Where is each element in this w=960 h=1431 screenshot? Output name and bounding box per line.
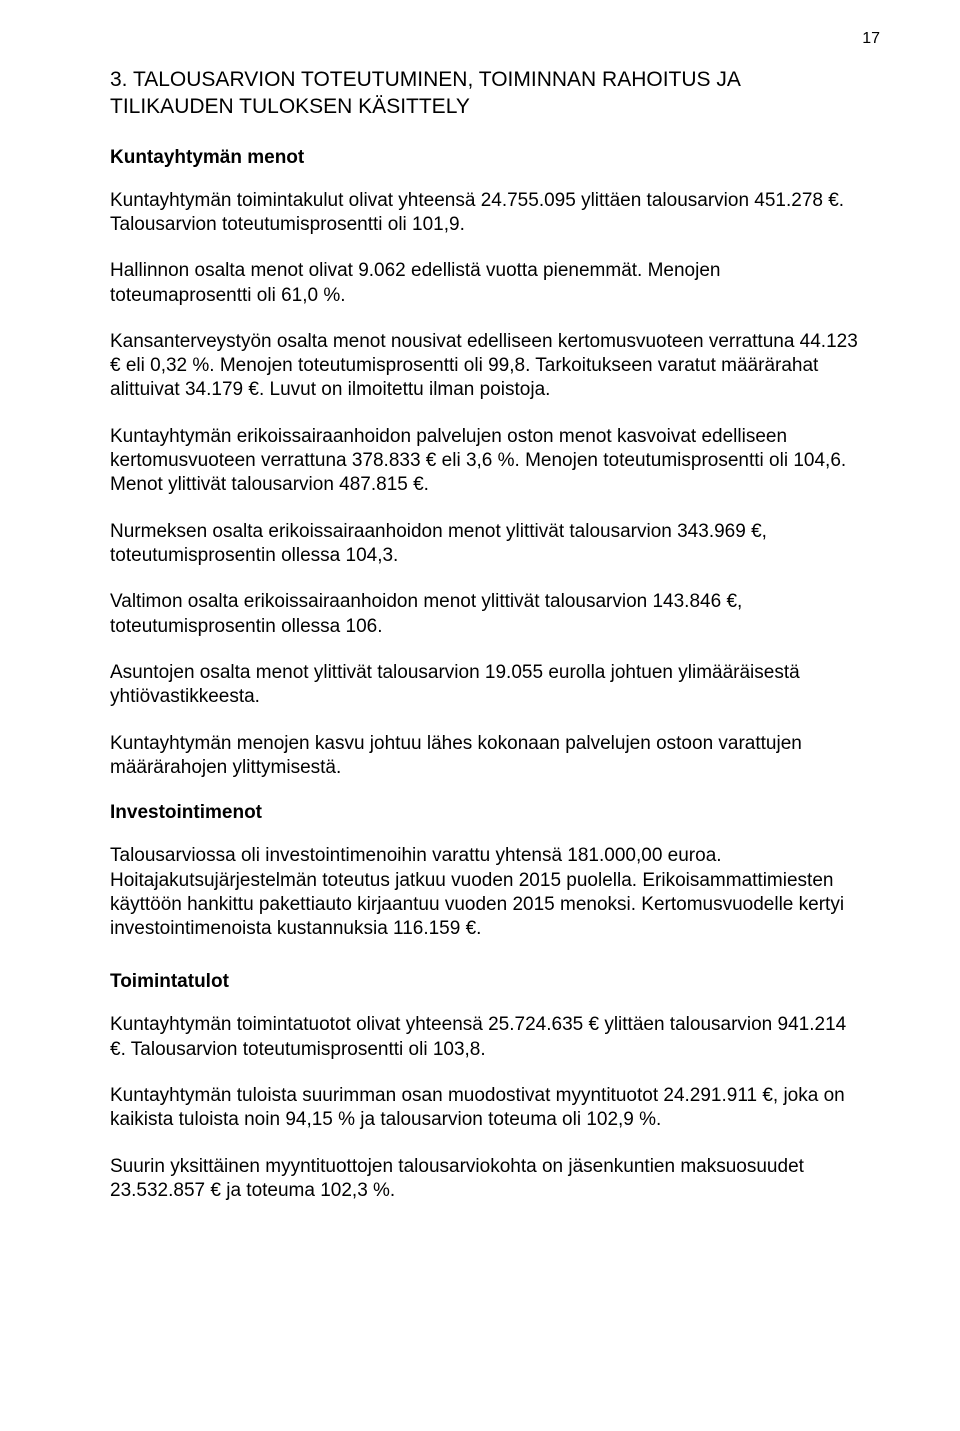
paragraph: Kuntayhtymän tuloista suurimman osan muo…: [110, 1084, 860, 1133]
paragraph: Asuntojen osalta menot ylittivät talousa…: [110, 661, 860, 710]
paragraph: Suurin yksittäinen myyntituottojen talou…: [110, 1155, 860, 1204]
page-number: 17: [862, 30, 880, 48]
paragraph: Kuntayhtymän menojen kasvu johtuu lähes …: [110, 732, 860, 781]
document-page: 17 3. TALOUSARVION TOTEUTUMINEN, TOIMINN…: [0, 0, 960, 1431]
paragraph: Talousarviossa oli investointimenoihin v…: [110, 844, 860, 941]
subheading-investointimenot: Investointimenot: [110, 802, 860, 824]
paragraph: Valtimon osalta erikoissairaanhoidon men…: [110, 590, 860, 639]
paragraph: Kansanterveystyön osalta menot nousivat …: [110, 330, 860, 403]
section-title: 3. TALOUSARVION TOTEUTUMINEN, TOIMINNAN …: [110, 66, 860, 121]
paragraph: Hallinnon osalta menot olivat 9.062 edel…: [110, 259, 860, 308]
paragraph: Kuntayhtymän toimintatuotot olivat yhtee…: [110, 1013, 860, 1062]
paragraph: Kuntayhtymän erikoissairaanhoidon palvel…: [110, 425, 860, 498]
paragraph: Kuntayhtymän toimintakulut olivat yhteen…: [110, 189, 860, 238]
subheading-menot: Kuntayhtymän menot: [110, 147, 860, 169]
subheading-toimintatulot: Toimintatulot: [110, 971, 860, 993]
paragraph: Nurmeksen osalta erikoissairaanhoidon me…: [110, 520, 860, 569]
